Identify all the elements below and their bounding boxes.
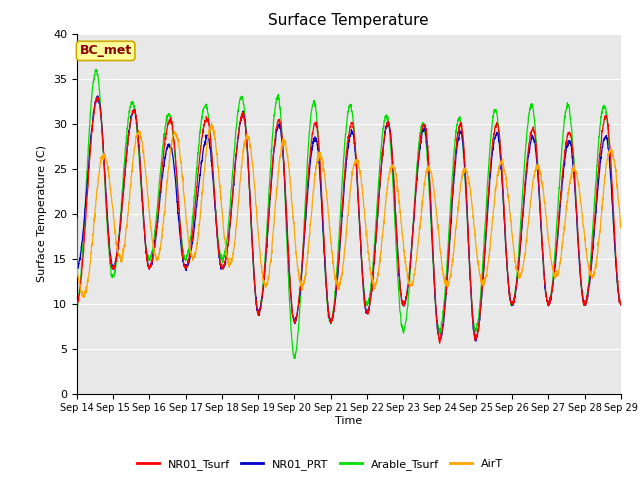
NR01_PRT	[508, 300, 515, 305]
NR01_PRT	[94, 93, 102, 99]
AirT	[80, 295, 88, 300]
NR01_Tsurf	[365, 307, 372, 313]
NR01_Tsurf	[436, 340, 444, 346]
Line: Arable_Tsurf: Arable_Tsurf	[77, 70, 621, 359]
Arable_Tsurf	[508, 300, 515, 306]
Arable_Tsurf	[365, 299, 372, 305]
NR01_Tsurf	[73, 299, 81, 304]
NR01_PRT	[472, 338, 480, 344]
NR01_Tsurf	[376, 175, 384, 180]
Title: Surface Temperature: Surface Temperature	[269, 13, 429, 28]
Arable_Tsurf	[584, 283, 592, 289]
Arable_Tsurf	[291, 356, 298, 361]
NR01_PRT	[570, 166, 577, 171]
NR01_Tsurf	[225, 237, 232, 243]
Arable_Tsurf	[225, 221, 232, 227]
AirT	[570, 166, 577, 171]
AirT	[73, 215, 81, 221]
NR01_PRT	[365, 306, 372, 312]
NR01_Tsurf	[570, 153, 577, 158]
AirT	[584, 264, 592, 269]
NR01_PRT	[376, 174, 384, 180]
AirT	[225, 264, 233, 270]
X-axis label: Time: Time	[335, 416, 362, 426]
Arable_Tsurf	[73, 301, 81, 307]
AirT	[208, 120, 216, 126]
NR01_Tsurf	[584, 287, 592, 293]
NR01_Tsurf	[617, 302, 625, 308]
Arable_Tsurf	[377, 151, 385, 156]
AirT	[617, 226, 625, 231]
AirT	[365, 251, 372, 256]
Legend: NR01_Tsurf, NR01_PRT, Arable_Tsurf, AirT: NR01_Tsurf, NR01_PRT, Arable_Tsurf, AirT	[132, 455, 508, 474]
NR01_PRT	[225, 235, 232, 240]
NR01_PRT	[584, 289, 592, 295]
AirT	[377, 249, 385, 254]
Line: AirT: AirT	[77, 123, 621, 298]
NR01_PRT	[73, 264, 81, 269]
Arable_Tsurf	[92, 67, 100, 72]
Line: NR01_PRT: NR01_PRT	[77, 96, 621, 341]
NR01_PRT	[617, 300, 625, 305]
Arable_Tsurf	[617, 301, 625, 307]
Arable_Tsurf	[570, 148, 577, 154]
Line: NR01_Tsurf: NR01_Tsurf	[77, 97, 621, 343]
NR01_Tsurf	[93, 94, 101, 100]
NR01_Tsurf	[508, 300, 515, 305]
AirT	[508, 221, 515, 227]
Y-axis label: Surface Temperature (C): Surface Temperature (C)	[37, 145, 47, 282]
Text: BC_met: BC_met	[79, 44, 132, 58]
